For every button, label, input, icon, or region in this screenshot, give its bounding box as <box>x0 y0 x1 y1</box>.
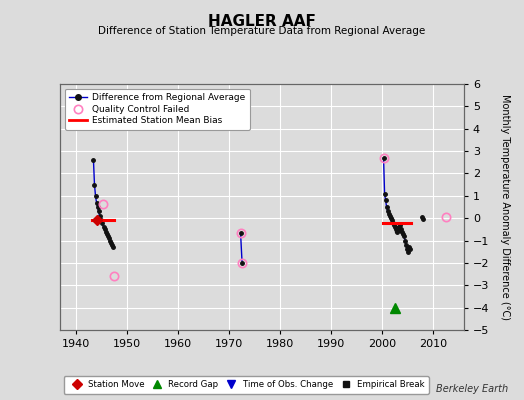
Text: HAGLER AAF: HAGLER AAF <box>208 14 316 29</box>
Legend: Difference from Regional Average, Quality Control Failed, Estimated Station Mean: Difference from Regional Average, Qualit… <box>65 88 249 130</box>
Legend: Station Move, Record Gap, Time of Obs. Change, Empirical Break: Station Move, Record Gap, Time of Obs. C… <box>63 376 429 394</box>
Y-axis label: Monthly Temperature Anomaly Difference (°C): Monthly Temperature Anomaly Difference (… <box>500 94 510 320</box>
Text: Berkeley Earth: Berkeley Earth <box>436 384 508 394</box>
Text: Difference of Station Temperature Data from Regional Average: Difference of Station Temperature Data f… <box>99 26 425 36</box>
